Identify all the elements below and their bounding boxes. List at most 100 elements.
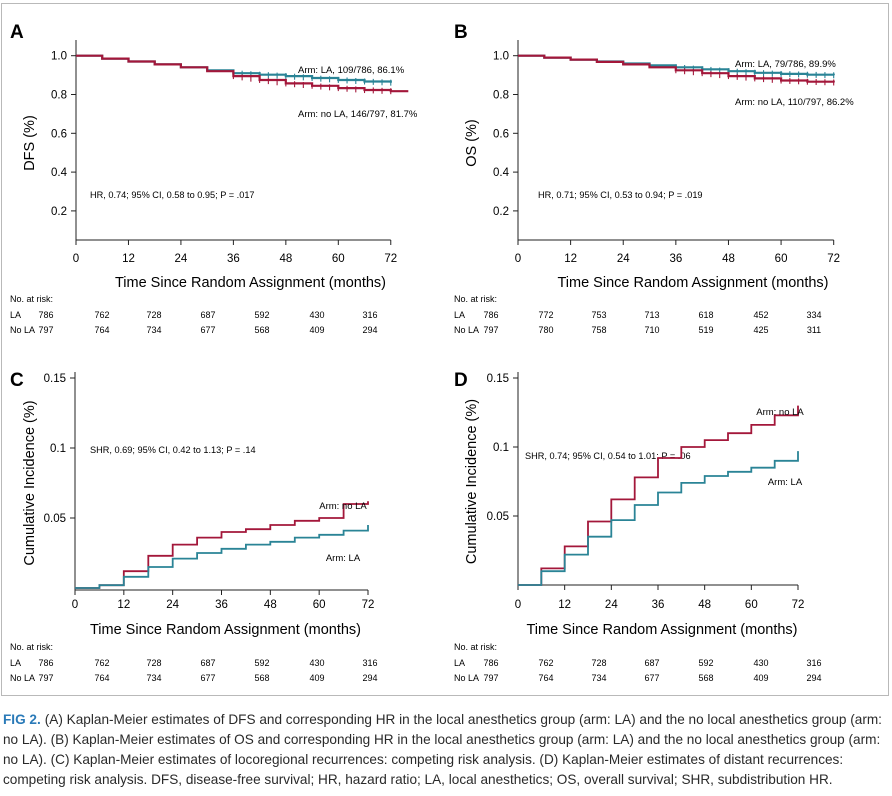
y-tick-label: 0.4 bbox=[51, 167, 68, 179]
risk-value: 687 bbox=[200, 658, 215, 668]
panel-d: D 0 12 24 36 48 60 72 0.05 0.1 0.15 Time Since Rand… bbox=[454, 370, 822, 683]
caption-label: FIG 2. bbox=[3, 712, 41, 727]
panel-label: B bbox=[454, 22, 468, 43]
y-axis-title: OS (%) bbox=[464, 119, 480, 167]
risk-value: 728 bbox=[146, 310, 161, 320]
risk-value: 568 bbox=[254, 325, 269, 335]
x-tick-label: 72 bbox=[827, 253, 840, 265]
risk-value: 713 bbox=[644, 310, 659, 320]
risk-value: 568 bbox=[254, 673, 269, 683]
risk-value: 316 bbox=[362, 310, 377, 320]
risk-row-label: LA bbox=[10, 310, 21, 320]
y-axis-title: DFS (%) bbox=[22, 115, 38, 171]
x-tick-label: 48 bbox=[722, 253, 735, 265]
risk-value: 728 bbox=[146, 658, 161, 668]
km-plots: A 0 12 24 36 48 60 72 0.2 0.4 0.6 0.8 1.0 Time Since … bbox=[10, 22, 854, 683]
x-axis-title: Time Since Random Assignment (months) bbox=[557, 275, 828, 291]
risk-value: 786 bbox=[38, 310, 53, 320]
hr-annotation: HR, 0.74; 95% CI, 0.58 to 0.95; P = .017 bbox=[90, 190, 255, 200]
series-label-no-la: Arm: no LA bbox=[319, 501, 367, 512]
risk-value: 762 bbox=[94, 310, 109, 320]
risk-value: 786 bbox=[483, 658, 498, 668]
y-tick-label: 1.0 bbox=[51, 51, 67, 63]
y-tick-label: 0.4 bbox=[493, 167, 510, 179]
y-tick-label: 0.05 bbox=[44, 513, 66, 525]
x-tick-label: 60 bbox=[745, 599, 758, 611]
series-label-la: Arm: LA, 79/786, 89.9% bbox=[735, 59, 836, 70]
risk-value: 753 bbox=[591, 310, 606, 320]
series-label-no-la: Arm: no LA bbox=[756, 407, 804, 418]
hr-annotation: SHR, 0.69; 95% CI, 0.42 to 1.13; P = .14 bbox=[90, 445, 256, 455]
y-tick-label: 0.2 bbox=[493, 206, 509, 218]
x-tick-label: 24 bbox=[617, 253, 630, 265]
hr-annotation: HR, 0.71; 95% CI, 0.53 to 0.94; P = .019 bbox=[538, 190, 703, 200]
x-tick-label: 72 bbox=[384, 253, 397, 265]
curve-no-la bbox=[76, 54, 409, 93]
curve-no-la bbox=[518, 405, 799, 586]
risk-value: 677 bbox=[200, 325, 215, 335]
risk-value: 734 bbox=[591, 673, 606, 683]
x-tick-label: 0 bbox=[515, 599, 521, 611]
series-label-no-la: Arm: no LA, 146/797, 81.7% bbox=[298, 109, 418, 120]
panel-a: A 0 12 24 36 48 60 72 0.2 0.4 0.6 0.8 1.0 Time Since … bbox=[10, 22, 418, 335]
caption-text: (A) Kaplan-Meier estimates of DFS and co… bbox=[3, 712, 882, 787]
x-axis-title: Time Since Random Assignment (months) bbox=[526, 622, 797, 638]
risk-row-label: No LA bbox=[454, 325, 479, 335]
risk-value: 316 bbox=[362, 658, 377, 668]
risk-row-label: No LA bbox=[10, 673, 35, 683]
risk-table-title: No. at risk: bbox=[10, 642, 53, 652]
y-tick-label: 0.1 bbox=[493, 442, 509, 454]
x-tick-label: 36 bbox=[652, 599, 665, 611]
y-axis-title: Cumulative Incidence (%) bbox=[22, 400, 38, 565]
series-label-no-la: Arm: no LA, 110/797, 86.2% bbox=[735, 97, 854, 108]
hr-annotation: SHR, 0.74; 95% CI, 0.54 to 1.01; P = .06 bbox=[525, 451, 691, 461]
x-tick-label: 24 bbox=[166, 599, 179, 611]
y-tick-label: 0.6 bbox=[493, 128, 509, 140]
risk-value: 687 bbox=[200, 310, 215, 320]
risk-row-label: LA bbox=[454, 658, 465, 668]
risk-value: 592 bbox=[254, 658, 269, 668]
risk-value: 797 bbox=[483, 673, 498, 683]
risk-value: 430 bbox=[309, 658, 324, 668]
risk-value: 786 bbox=[38, 658, 53, 668]
y-tick-label: 0.1 bbox=[50, 443, 66, 455]
series-label-la: Arm: LA bbox=[326, 553, 361, 564]
x-tick-label: 24 bbox=[605, 599, 618, 611]
x-tick-label: 36 bbox=[227, 253, 240, 265]
risk-value: 764 bbox=[94, 325, 109, 335]
risk-value: 677 bbox=[644, 673, 659, 683]
risk-value: 409 bbox=[309, 673, 324, 683]
risk-value: 797 bbox=[483, 325, 498, 335]
figure-frame bbox=[1, 3, 889, 696]
risk-value: 710 bbox=[644, 325, 659, 335]
risk-value: 334 bbox=[806, 310, 821, 320]
risk-table-title: No. at risk: bbox=[454, 642, 497, 652]
x-tick-label: 24 bbox=[175, 253, 188, 265]
y-tick-label: 0.05 bbox=[487, 511, 509, 523]
panel-label: A bbox=[10, 22, 24, 43]
risk-value: 728 bbox=[591, 658, 606, 668]
y-tick-label: 0.8 bbox=[51, 90, 67, 102]
x-tick-label: 48 bbox=[264, 599, 277, 611]
risk-value: 797 bbox=[38, 325, 53, 335]
y-axis-title: Cumulative Incidence (%) bbox=[464, 399, 480, 564]
series-label-la: Arm: LA, 109/786, 86.1% bbox=[298, 65, 405, 76]
risk-value: 294 bbox=[362, 673, 377, 683]
x-tick-label: 60 bbox=[775, 253, 788, 265]
risk-value: 409 bbox=[753, 673, 768, 683]
risk-row-label: LA bbox=[454, 310, 465, 320]
risk-value: 592 bbox=[254, 310, 269, 320]
x-tick-label: 12 bbox=[117, 599, 130, 611]
risk-value: 762 bbox=[538, 658, 553, 668]
risk-value: 430 bbox=[753, 658, 768, 668]
series-label-la: Arm: LA bbox=[768, 477, 803, 488]
y-tick-label: 0.15 bbox=[44, 373, 66, 385]
panel-b: B 0 12 24 36 48 60 72 0.2 0.4 0.6 0.8 1.0 Time Since … bbox=[454, 22, 854, 335]
curve-la bbox=[518, 451, 799, 586]
risk-value: 519 bbox=[698, 325, 713, 335]
risk-table-title: No. at risk: bbox=[10, 294, 53, 304]
risk-value: 311 bbox=[807, 325, 821, 335]
risk-value: 452 bbox=[753, 310, 768, 320]
curve-no-la bbox=[75, 501, 369, 589]
risk-row-label: No LA bbox=[454, 673, 479, 683]
